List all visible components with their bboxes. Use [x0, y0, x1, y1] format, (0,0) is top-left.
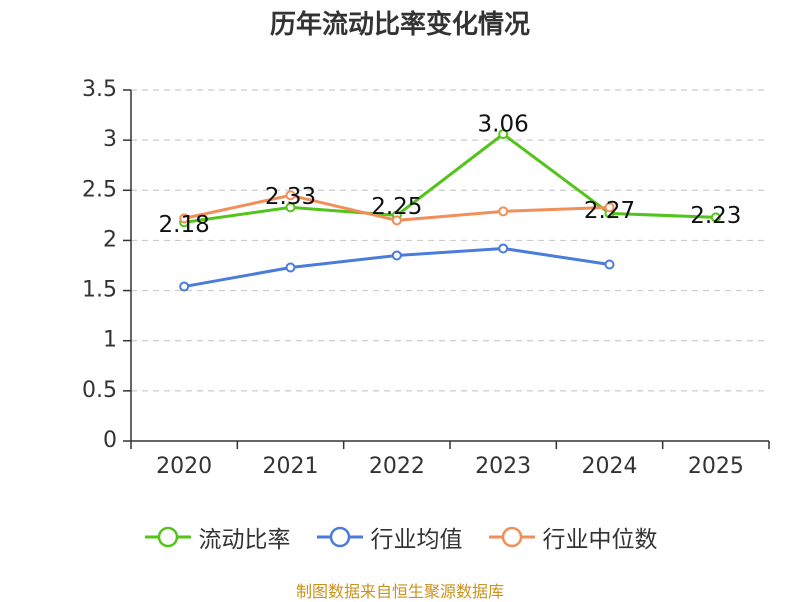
y-tick-label: 1.5: [82, 278, 117, 303]
data-point: [604, 259, 615, 270]
axes: 0 0.5 1 1.5 2 2.5 3 3.5 2020 2021 2022 2023 2024 2025: [82, 77, 770, 479]
data-point: [498, 206, 509, 217]
legend-item[interactable]: 行业均值: [315, 520, 463, 554]
data-point: [498, 243, 509, 254]
data-point: [179, 281, 190, 292]
chart-title: 历年流动比率变化情况: [269, 10, 530, 40]
source-note: 制图数据来自恒生聚源数据库: [295, 582, 504, 601]
x-tick-label: 2020: [156, 454, 212, 479]
legend-label: 流动比率: [198, 527, 291, 553]
legend-label: 行业中位数: [542, 527, 658, 553]
data-label: 2.27: [584, 198, 635, 224]
y-tick-label: 0.5: [82, 378, 117, 403]
data-point: [498, 129, 509, 140]
data-point: [391, 215, 402, 226]
y-tick-label: 3.5: [82, 77, 117, 102]
y-tick-label: 0: [103, 428, 117, 453]
data-label: 2.18: [159, 212, 210, 238]
data-point: [285, 202, 296, 213]
legend-swatch-icon: [488, 526, 535, 548]
legend-label: 行业均值: [370, 527, 463, 553]
data-point: [604, 202, 615, 213]
data-point: [285, 190, 296, 201]
data-labels: 2.18 2.33 2.25 3.06 2.27 2.23: [159, 112, 742, 238]
y-tick-label: 3: [103, 127, 117, 152]
data-label: 2.23: [690, 203, 741, 229]
x-tick-label: 2023: [475, 454, 531, 479]
grid-lines: [131, 89, 769, 392]
data-label: 2.33: [265, 184, 316, 210]
data-point: [391, 250, 402, 261]
x-tick-label: 2021: [263, 454, 319, 479]
y-tick-label: 2: [103, 227, 117, 252]
legend-item[interactable]: 流动比率: [143, 520, 291, 554]
data-point: [285, 262, 296, 273]
x-tick-label: 2024: [582, 454, 638, 479]
x-tick-label: 2022: [369, 454, 425, 479]
series-line: [182, 132, 718, 224]
data-point: [179, 213, 190, 224]
data-point: [710, 212, 721, 223]
series-lines: [179, 129, 721, 292]
legend-swatch-icon: [316, 526, 363, 548]
legend: 流动比率 行业均值 行业中位数: [0, 520, 800, 554]
y-tick-label: 1: [103, 328, 117, 353]
data-label: 2.25: [371, 194, 422, 220]
legend-swatch-icon: [144, 526, 191, 548]
legend-item[interactable]: 行业中位数: [487, 520, 658, 554]
data-label: 3.06: [478, 112, 529, 138]
y-tick-label: 2.5: [82, 177, 117, 202]
x-tick-label: 2025: [688, 454, 744, 479]
